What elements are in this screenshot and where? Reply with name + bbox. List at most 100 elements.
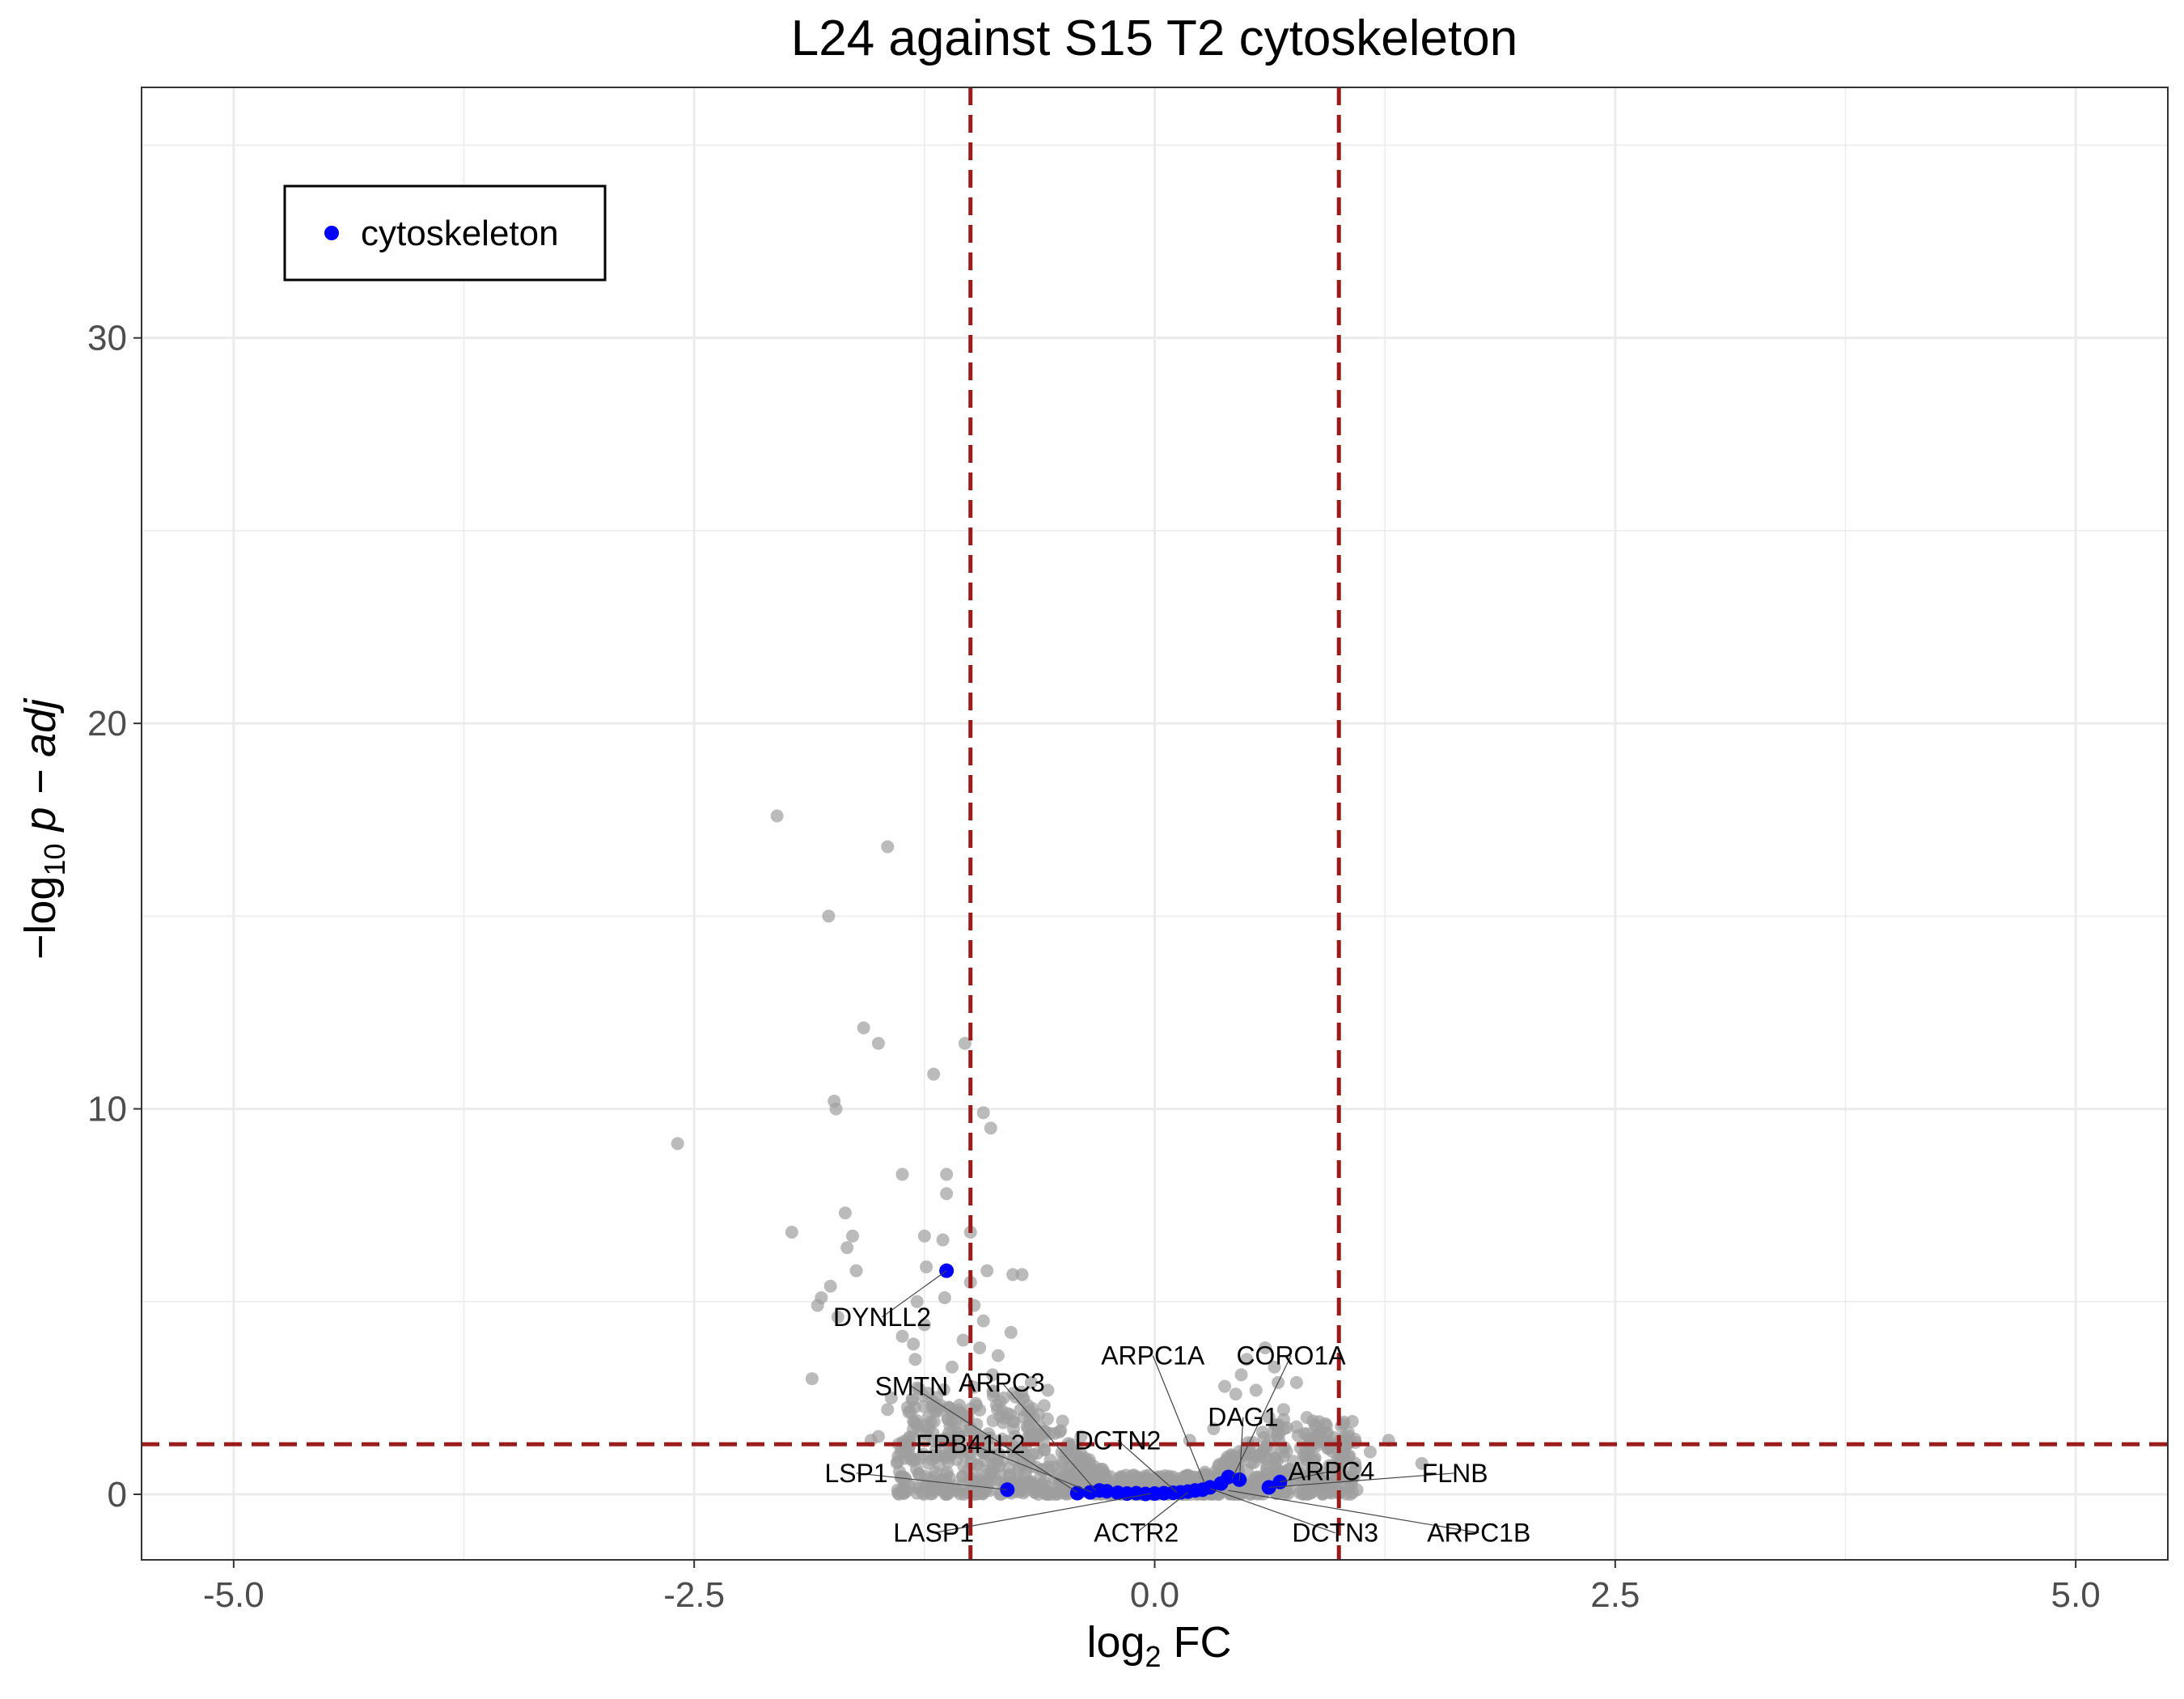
highlight-point — [1202, 1480, 1217, 1495]
background-point — [881, 1403, 895, 1417]
background-point — [940, 1187, 954, 1201]
y-tick-label: 30 — [87, 319, 127, 358]
background-point — [823, 1279, 837, 1293]
background-point — [1125, 1469, 1139, 1483]
gene-label: LASP1 — [893, 1519, 974, 1548]
background-point — [890, 1456, 904, 1470]
gene-label: CORO1A — [1236, 1341, 1346, 1370]
background-point — [1332, 1453, 1346, 1467]
background-point — [993, 1409, 1007, 1423]
background-point — [1259, 1463, 1273, 1477]
x-tick-label: -2.5 — [663, 1575, 725, 1615]
background-point — [1268, 1360, 1281, 1374]
axis-ticks: -5.0 -2.5 0.0 2.5 5.0 0 10 20 30 — [87, 319, 2101, 1615]
label-connector — [1001, 1382, 1097, 1491]
background-point — [1030, 1429, 1043, 1443]
background-point — [881, 840, 895, 854]
label-connector — [856, 1472, 1008, 1490]
background-point — [1024, 1375, 1038, 1389]
gene-label: EPB41L2 — [916, 1430, 1025, 1459]
background-point — [1009, 1390, 1022, 1404]
background-point — [984, 1121, 997, 1135]
label-connector — [1268, 1472, 1455, 1489]
background-point — [912, 1467, 925, 1481]
label-connector — [1280, 1470, 1332, 1483]
background-point — [908, 1353, 922, 1366]
y-tick-label: 10 — [87, 1090, 127, 1129]
chart-title: L24 against S15 T2 cytoskeleton — [791, 11, 1517, 66]
gene-label: SMTN — [875, 1372, 949, 1401]
background-point — [1238, 1445, 1251, 1459]
background-point — [1218, 1379, 1232, 1393]
background-point — [1056, 1414, 1069, 1428]
background-point — [831, 1310, 844, 1324]
x-axis-title-main: log — [1086, 1618, 1145, 1667]
background-point — [900, 1400, 914, 1414]
background-point — [1270, 1463, 1284, 1477]
background-point — [1415, 1456, 1428, 1470]
gene-label: DCTN3 — [1292, 1519, 1378, 1548]
background-point — [1051, 1485, 1064, 1499]
background-point — [770, 809, 784, 823]
background-point — [917, 1229, 931, 1243]
background-point — [895, 1329, 909, 1343]
gene-label: DYNLL2 — [833, 1303, 931, 1332]
background-point — [1281, 1487, 1295, 1501]
background-point — [1363, 1445, 1377, 1459]
background-point — [1023, 1413, 1037, 1426]
background-point — [891, 1486, 905, 1500]
background-point — [1019, 1476, 1033, 1489]
gene-label: ARPC3 — [959, 1368, 1045, 1397]
background-point — [920, 1260, 933, 1273]
background-point — [973, 1341, 987, 1354]
gene-label: ARPC4 — [1289, 1456, 1375, 1485]
gene-label: DCTN2 — [1075, 1426, 1162, 1455]
background-point — [1299, 1447, 1313, 1461]
background-point — [1031, 1447, 1044, 1460]
background-point — [940, 1167, 954, 1181]
background-point — [956, 1333, 970, 1347]
background-point — [1234, 1368, 1248, 1382]
highlight-point — [1099, 1484, 1115, 1499]
background-point — [895, 1167, 909, 1181]
x-tick-label: 0.0 — [1130, 1575, 1179, 1615]
background-point — [982, 1472, 996, 1485]
background-point — [938, 1291, 951, 1305]
background-point — [991, 1349, 1005, 1362]
background-point — [1293, 1486, 1306, 1500]
label-connector — [1152, 1355, 1205, 1483]
background-point — [822, 909, 836, 923]
background-point — [1318, 1417, 1332, 1430]
background-point — [921, 1387, 935, 1400]
background-point — [1141, 1468, 1155, 1482]
gene-label: ARPC1B — [1427, 1519, 1530, 1548]
background-point — [1300, 1427, 1314, 1441]
label-connector — [911, 1386, 1078, 1494]
background-point — [1207, 1422, 1221, 1436]
background-point — [811, 1299, 824, 1312]
label-connector — [882, 1270, 947, 1318]
background-point — [1015, 1268, 1029, 1282]
gene-label: DAG1 — [1208, 1403, 1278, 1432]
background-point — [941, 1484, 954, 1498]
background-point — [871, 1036, 885, 1050]
background-point — [1249, 1383, 1263, 1397]
legend-label: cytoskeleton — [361, 214, 559, 253]
label-connector — [1117, 1439, 1178, 1494]
background-point — [1003, 1408, 1017, 1421]
background-point — [1074, 1430, 1088, 1443]
background-point — [1346, 1485, 1360, 1499]
background-point — [1225, 1448, 1238, 1462]
background-point — [1041, 1383, 1055, 1397]
background-point — [1014, 1403, 1027, 1417]
label-connector — [1136, 1492, 1188, 1534]
background-point — [1276, 1422, 1290, 1436]
background-point — [1257, 1430, 1271, 1444]
background-point — [1043, 1453, 1057, 1467]
background-point — [1315, 1432, 1329, 1446]
background-point — [1306, 1485, 1319, 1498]
background-point — [1073, 1451, 1087, 1464]
background-point — [972, 1485, 986, 1499]
